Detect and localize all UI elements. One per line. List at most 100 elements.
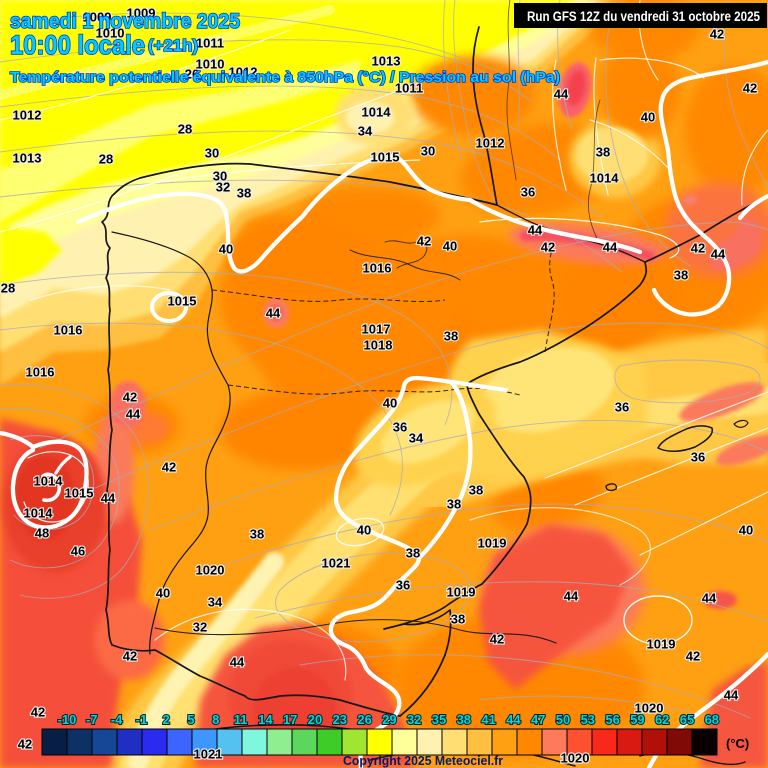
svg-text:26: 26 (357, 712, 371, 727)
svg-text:1013: 1013 (13, 151, 42, 166)
svg-text:42: 42 (691, 241, 705, 256)
svg-text:42: 42 (541, 240, 555, 255)
svg-text:1014: 1014 (34, 474, 64, 489)
svg-text:1011: 1011 (196, 36, 224, 51)
svg-text:20: 20 (308, 712, 322, 727)
svg-text:1010: 1010 (96, 26, 125, 41)
svg-text:47: 47 (531, 712, 545, 727)
svg-text:Température potentielle équiva: Température potentielle équivalente à 85… (10, 69, 560, 86)
svg-text:-7: -7 (86, 712, 98, 727)
svg-text:68: 68 (705, 712, 719, 727)
svg-text:1020: 1020 (635, 701, 664, 716)
svg-text:Copyright 2025 Meteociel.fr: Copyright 2025 Meteociel.fr (343, 753, 503, 768)
svg-text:1015: 1015 (371, 150, 400, 165)
svg-text:40: 40 (383, 396, 397, 411)
svg-text:11: 11 (234, 712, 248, 727)
svg-text:40: 40 (156, 586, 170, 601)
svg-text:44: 44 (554, 87, 569, 102)
svg-text:44: 44 (230, 655, 245, 670)
svg-text:48: 48 (35, 526, 49, 541)
svg-text:36: 36 (521, 185, 535, 200)
svg-text:46: 46 (71, 544, 85, 559)
svg-text:40: 40 (357, 523, 371, 538)
svg-text:1014: 1014 (590, 171, 620, 186)
svg-text:42: 42 (18, 737, 32, 752)
svg-text:1012: 1012 (476, 136, 505, 151)
svg-text:samedi 1 novembre 2025: samedi 1 novembre 2025 (10, 10, 240, 33)
svg-text:17: 17 (283, 712, 297, 727)
svg-text:42: 42 (123, 390, 137, 405)
svg-text:28: 28 (99, 152, 113, 167)
svg-text:42: 42 (417, 234, 431, 249)
svg-text:1014: 1014 (24, 506, 54, 521)
svg-text:36: 36 (615, 400, 629, 415)
svg-text:40: 40 (739, 523, 753, 538)
svg-text:59: 59 (630, 712, 644, 727)
svg-text:38: 38 (596, 145, 610, 160)
svg-text:1009: 1009 (127, 6, 156, 21)
svg-text:1009: 1009 (83, 10, 112, 25)
svg-text:34: 34 (358, 124, 373, 139)
svg-text:42: 42 (490, 632, 504, 647)
svg-text:40: 40 (443, 239, 457, 254)
svg-text:1014: 1014 (362, 105, 392, 120)
svg-text:36: 36 (393, 420, 407, 435)
svg-text:1021: 1021 (322, 556, 351, 571)
svg-text:32: 32 (216, 180, 230, 195)
svg-text:44: 44 (126, 407, 141, 422)
svg-text:30: 30 (205, 146, 219, 161)
svg-text:38: 38 (444, 329, 458, 344)
svg-text:50: 50 (556, 712, 570, 727)
svg-text:44: 44 (506, 712, 521, 727)
svg-text:-1: -1 (136, 712, 148, 727)
svg-text:1018: 1018 (364, 338, 393, 353)
svg-text:1021: 1021 (194, 747, 223, 762)
svg-text:38: 38 (451, 612, 465, 627)
svg-text:65: 65 (680, 712, 694, 727)
svg-text:1012: 1012 (229, 65, 258, 80)
svg-text:38: 38 (447, 497, 461, 512)
svg-text:44: 44 (603, 240, 618, 255)
svg-text:29: 29 (382, 712, 396, 727)
svg-text:34: 34 (409, 431, 424, 446)
svg-text:44: 44 (528, 223, 543, 238)
svg-text:23: 23 (333, 712, 347, 727)
svg-text:8: 8 (212, 712, 219, 727)
svg-text:40: 40 (641, 110, 655, 125)
svg-text:28: 28 (1, 281, 15, 296)
svg-text:40: 40 (219, 242, 233, 257)
svg-text:44: 44 (564, 589, 579, 604)
svg-text:1013: 1013 (372, 54, 401, 69)
svg-text:38: 38 (457, 712, 471, 727)
svg-text:1016: 1016 (26, 365, 55, 380)
svg-text:1016: 1016 (54, 323, 83, 338)
svg-text:10:00 locale: 10:00 locale (10, 30, 145, 60)
svg-text:44: 44 (711, 247, 726, 262)
svg-text:42: 42 (123, 649, 137, 664)
svg-text:5: 5 (187, 712, 194, 727)
svg-text:Run GFS 12Z du vendredi 31 oct: Run GFS 12Z du vendredi 31 octobre 2025 (527, 9, 760, 24)
svg-text:1019: 1019 (478, 536, 507, 551)
svg-text:56: 56 (605, 712, 619, 727)
svg-text:38: 38 (406, 546, 420, 561)
svg-text:26: 26 (185, 67, 199, 82)
svg-text:44: 44 (724, 688, 739, 703)
svg-text:1015: 1015 (168, 294, 197, 309)
svg-text:35: 35 (432, 712, 446, 727)
svg-text:44: 44 (101, 491, 116, 506)
svg-text:1011: 1011 (395, 81, 423, 96)
svg-text:62: 62 (655, 712, 669, 727)
svg-text:1017: 1017 (362, 322, 391, 337)
svg-text:53: 53 (581, 712, 595, 727)
svg-text:28: 28 (178, 122, 192, 137)
svg-text:42: 42 (743, 81, 757, 96)
svg-text:42: 42 (710, 27, 724, 42)
svg-text:-10: -10 (58, 712, 77, 727)
svg-text:30: 30 (421, 144, 435, 159)
svg-text:44: 44 (266, 306, 281, 321)
svg-text:41: 41 (481, 712, 495, 727)
svg-text:1020: 1020 (196, 563, 225, 578)
svg-text:42: 42 (162, 460, 176, 475)
svg-text:1019: 1019 (647, 637, 676, 652)
svg-text:1016: 1016 (363, 261, 392, 276)
